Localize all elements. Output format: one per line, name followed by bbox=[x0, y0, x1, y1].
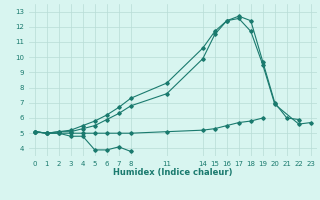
X-axis label: Humidex (Indice chaleur): Humidex (Indice chaleur) bbox=[113, 168, 233, 177]
